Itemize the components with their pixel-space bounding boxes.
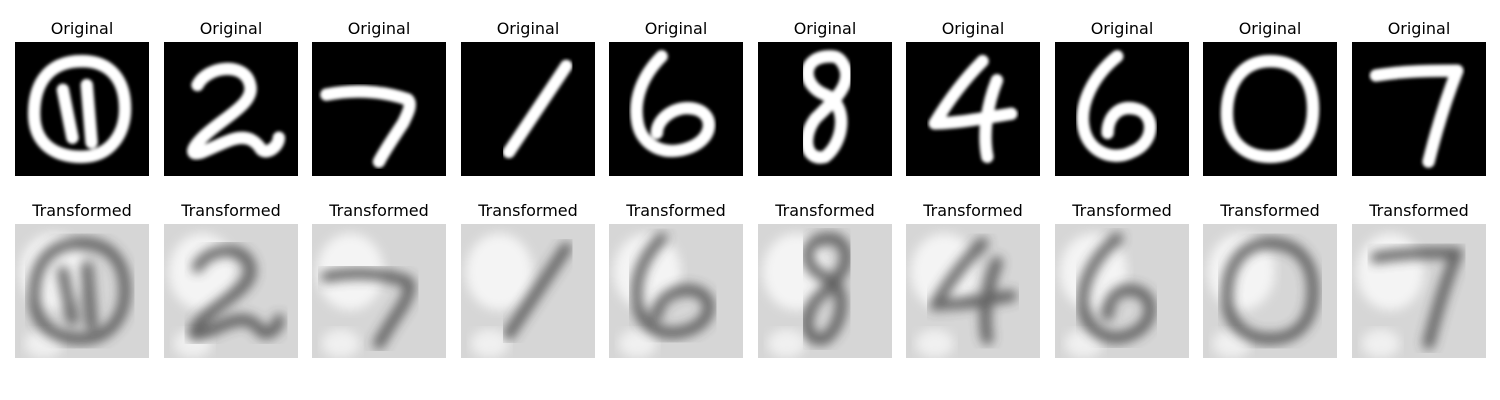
transformed-digit-stroke-6-8 xyxy=(1077,232,1156,344)
transformed-digit-svg-5 xyxy=(609,224,743,358)
original-digit-image-10 xyxy=(1352,42,1486,176)
original-digit-stroke-7-3 xyxy=(320,85,416,168)
transformed-digit-image-7 xyxy=(906,224,1040,358)
transformed-digit-stroke-2-2 xyxy=(187,245,285,341)
transformed-digit-stroke-0-1 xyxy=(28,237,131,345)
transformed-highlight-4 xyxy=(465,233,533,311)
original-digit-stroke-4-7 xyxy=(928,54,1018,164)
transformed-digit-image-4 xyxy=(461,224,595,358)
transformed-digit-svg-2 xyxy=(164,224,298,358)
transformed-digit-svg-8 xyxy=(1055,224,1189,358)
transformed-digit-stroke-8-6 xyxy=(801,232,852,346)
transformed-digit-svg-1 xyxy=(15,224,149,358)
transformed-digit-stroke-7-10 xyxy=(1370,246,1464,350)
original-title-1: Original xyxy=(50,19,114,38)
transformed-highlight-bottom-6 xyxy=(767,329,806,358)
original-digit-stroke-1-4 xyxy=(502,59,573,159)
original-digit-stroke-2-2 xyxy=(187,62,286,160)
original-digit-svg-3 xyxy=(312,42,446,176)
transformed-digit-svg-9 xyxy=(1203,224,1337,358)
transformed-digit-stroke-1-4 xyxy=(503,242,573,340)
original-digit-svg-1 xyxy=(15,42,149,176)
transformed-highlight-bottom-8 xyxy=(1064,329,1103,358)
original-digit-stroke-7-10 xyxy=(1369,64,1464,168)
original-title-6: Original xyxy=(793,19,857,38)
transformed-digit-image-8 xyxy=(1055,224,1189,358)
transformed-title-2: Transformed xyxy=(181,201,281,220)
transformed-digit-image-10 xyxy=(1352,224,1486,358)
transformed-digit-image-6 xyxy=(758,224,892,358)
original-digit-svg-10 xyxy=(1352,42,1486,176)
transformed-digit-image-9 xyxy=(1203,224,1337,358)
transformed-highlight-bottom-3 xyxy=(321,329,360,358)
original-digit-svg-9 xyxy=(1203,42,1337,176)
transformed-title-4: Transformed xyxy=(478,201,578,220)
original-title-9: Original xyxy=(1238,19,1302,38)
original-tile-background-10 xyxy=(1352,42,1486,176)
original-digit-svg-5 xyxy=(609,42,743,176)
transformed-highlight-5 xyxy=(613,233,681,311)
transformed-highlight-bottom-4 xyxy=(470,329,509,358)
original-digit-image-4 xyxy=(461,42,595,176)
original-title-10: Original xyxy=(1387,19,1451,38)
original-digit-stroke-6-5 xyxy=(630,50,716,158)
original-digit-svg-4 xyxy=(461,42,595,176)
transformed-title-1: Transformed xyxy=(32,201,132,220)
transformed-highlight-10 xyxy=(1356,233,1424,311)
original-digit-stroke-0-1 xyxy=(27,54,132,164)
transformed-title-7: Transformed xyxy=(923,201,1023,220)
transformed-digit-image-1 xyxy=(15,224,149,358)
transformed-highlight-7 xyxy=(910,233,978,311)
original-digit-svg-8 xyxy=(1055,42,1189,176)
transformed-digit-image-2 xyxy=(164,224,298,358)
original-digit-image-9 xyxy=(1203,42,1337,176)
transformed-digit-svg-7 xyxy=(906,224,1040,358)
original-tile-background-4 xyxy=(461,42,595,176)
transformed-title-5: Transformed xyxy=(626,201,726,220)
transformed-digit-svg-3 xyxy=(312,224,446,358)
original-digit-image-6 xyxy=(758,42,892,176)
transformed-digit-svg-4 xyxy=(461,224,595,358)
original-title-4: Original xyxy=(496,19,560,38)
original-digit-image-5 xyxy=(609,42,743,176)
transformed-title-8: Transformed xyxy=(1072,201,1172,220)
transformed-digit-svg-10 xyxy=(1352,224,1486,358)
transformed-digit-stroke-6-5 xyxy=(630,232,715,339)
original-title-7: Original xyxy=(941,19,1005,38)
original-digit-svg-6 xyxy=(758,42,892,176)
original-digit-image-8 xyxy=(1055,42,1189,176)
transformed-title-6: Transformed xyxy=(775,201,875,220)
transformed-highlight-bottom-10 xyxy=(1361,329,1400,358)
transformed-title-9: Transformed xyxy=(1220,201,1320,220)
original-digit-svg-2 xyxy=(164,42,298,176)
original-title-5: Original xyxy=(644,19,708,38)
transformed-title-3: Transformed xyxy=(329,201,429,220)
transformed-digit-stroke-7-3 xyxy=(320,267,416,350)
original-title-8: Original xyxy=(1090,19,1154,38)
original-title-2: Original xyxy=(199,19,263,38)
transformed-digit-svg-6 xyxy=(758,224,892,358)
transformed-digit-stroke-0-9 xyxy=(1221,237,1319,345)
original-digit-stroke-8-6 xyxy=(800,50,853,164)
transformed-highlight-bottom-5 xyxy=(618,329,657,358)
original-digit-svg-7 xyxy=(906,42,1040,176)
original-digit-image-1 xyxy=(15,42,149,176)
transformed-highlight-bottom-7 xyxy=(915,329,954,358)
original-digit-image-7 xyxy=(906,42,1040,176)
transformed-digit-image-5 xyxy=(609,224,743,358)
original-digit-image-2 xyxy=(164,42,298,176)
original-digit-image-3 xyxy=(312,42,446,176)
transformed-title-10: Transformed xyxy=(1369,201,1469,220)
original-digit-stroke-6-8 xyxy=(1076,50,1157,162)
original-title-3: Original xyxy=(347,19,411,38)
transformed-digit-image-3 xyxy=(312,224,446,358)
original-digit-stroke-0-9 xyxy=(1220,54,1320,164)
transformed-digit-stroke-4-7 xyxy=(928,237,1018,345)
